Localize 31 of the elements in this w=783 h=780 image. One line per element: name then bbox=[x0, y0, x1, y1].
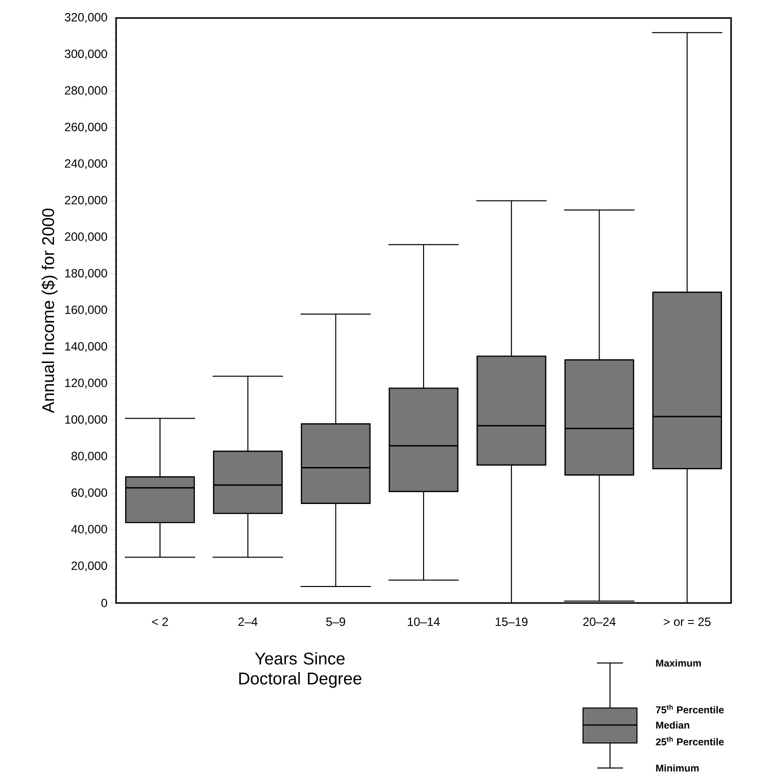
y-tick-label: 320,000 bbox=[64, 13, 108, 23]
text: Median bbox=[656, 721, 690, 729]
x-tick-label: 15–19 bbox=[496, 618, 528, 626]
y-tick-label: 40,000 bbox=[71, 524, 108, 535]
x-tick-label: < 2 bbox=[152, 618, 168, 626]
x-tick-label: 10–14 bbox=[408, 618, 440, 626]
y-tick-label: 220,000 bbox=[64, 196, 108, 206]
y-axis-title: Annual Income ($) for 2000 bbox=[41, 208, 58, 414]
y-tick-label: 280,000 bbox=[64, 86, 108, 96]
text: 25$^{th}$ Percentile bbox=[656, 736, 724, 746]
y-tick-label: 80,000 bbox=[72, 452, 108, 462]
y-tick-label: 260,000 bbox=[64, 122, 108, 133]
y-tick-label: 60,000 bbox=[72, 488, 108, 498]
x-tick-label: > or = 25 bbox=[664, 618, 711, 626]
y-tick-label: 200,000 bbox=[64, 232, 108, 242]
y-tick-label: 180,000 bbox=[65, 268, 108, 279]
x-axis-title: Years Since Doctoral Degree bbox=[239, 652, 362, 688]
y-tick-label: 240,000 bbox=[64, 159, 108, 170]
y-tick-label: 140,000 bbox=[65, 342, 108, 352]
y-tick-label: 100,000 bbox=[65, 415, 108, 426]
x-tick-label: 2–4 bbox=[238, 618, 258, 626]
x-tick-label: 5–9 bbox=[326, 618, 346, 626]
text: Maximum bbox=[656, 659, 701, 667]
y-tick-label: 20,000 bbox=[72, 562, 108, 572]
y-tick-label: 120,000 bbox=[65, 378, 108, 389]
y-tick-label: 0 bbox=[101, 598, 108, 608]
x-tick-label: 20–24 bbox=[583, 618, 616, 626]
text: 75$^{th}$ Percentile bbox=[656, 704, 724, 714]
y-tick-label: 300,000 bbox=[64, 50, 108, 60]
text: Minimum bbox=[656, 764, 699, 772]
y-tick-label: 160,000 bbox=[65, 306, 108, 316]
